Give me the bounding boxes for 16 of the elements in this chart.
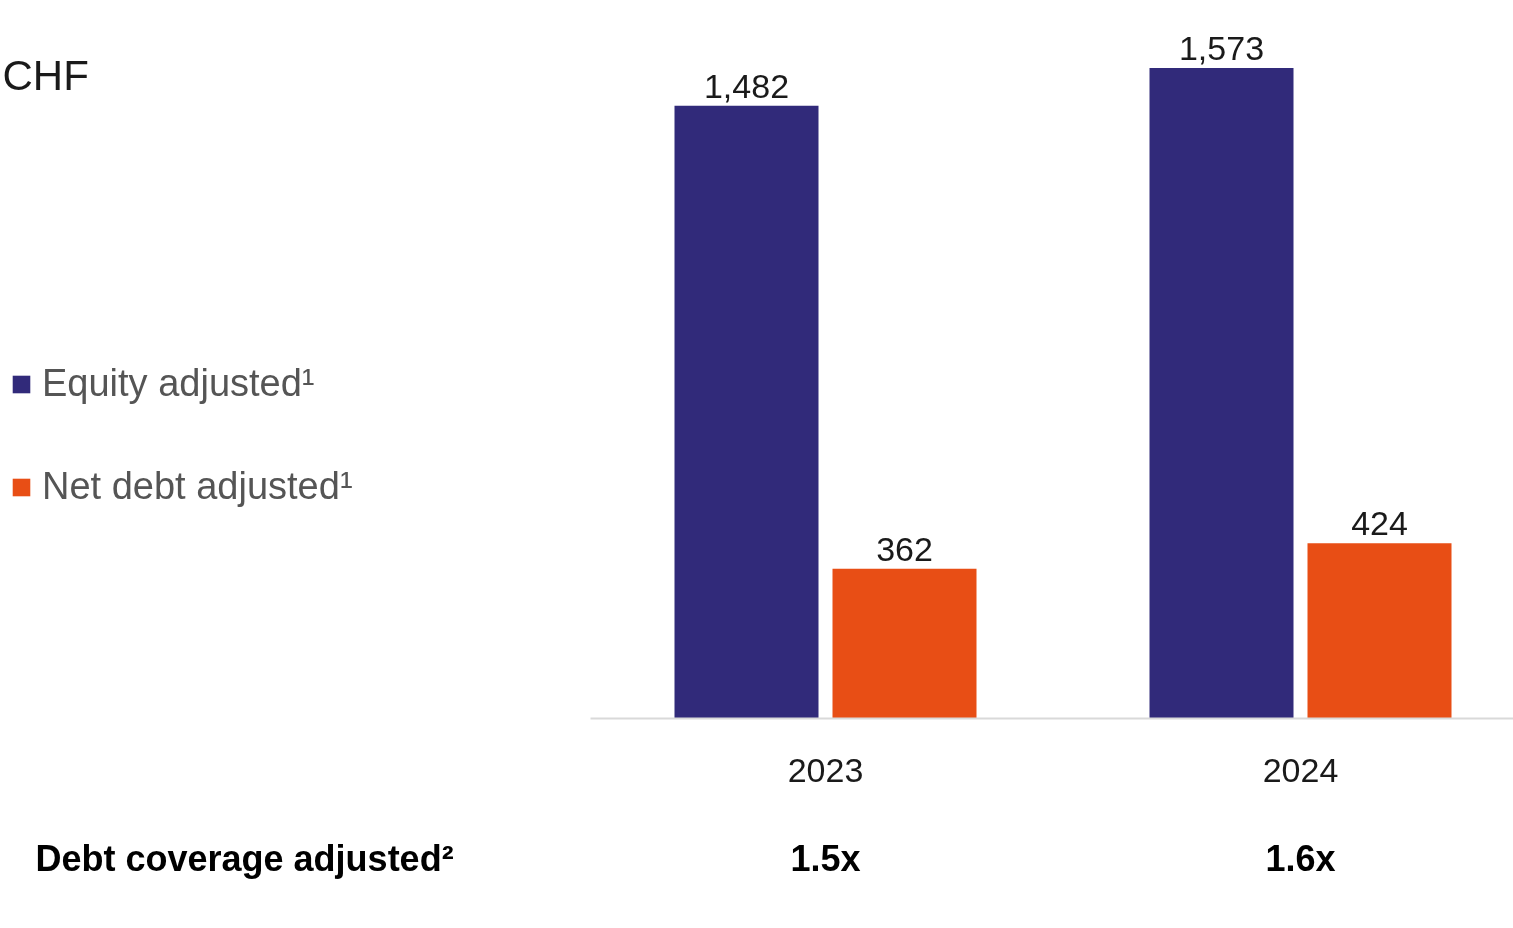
bar (1307, 543, 1452, 719)
data-label: 1,573 (1178, 29, 1265, 68)
legend-label: Equity adjusted¹ (42, 362, 315, 405)
text: 1.5x (790, 838, 861, 879)
text: CHF (2, 52, 89, 99)
x-tick-label: 2024 (1262, 751, 1339, 789)
data-label: 362 (876, 529, 933, 568)
legend-label: Net debt adjusted¹ (42, 465, 353, 508)
bar (832, 568, 977, 719)
bar (674, 105, 819, 719)
data-label: 424 (1351, 504, 1408, 543)
data-label: 1,482 (703, 66, 790, 105)
bar (1149, 68, 1294, 719)
text: 1.6x (1265, 838, 1336, 879)
text: Debt coverage adjusted² (35, 838, 454, 879)
x-tick-label: 2023 (787, 751, 864, 789)
